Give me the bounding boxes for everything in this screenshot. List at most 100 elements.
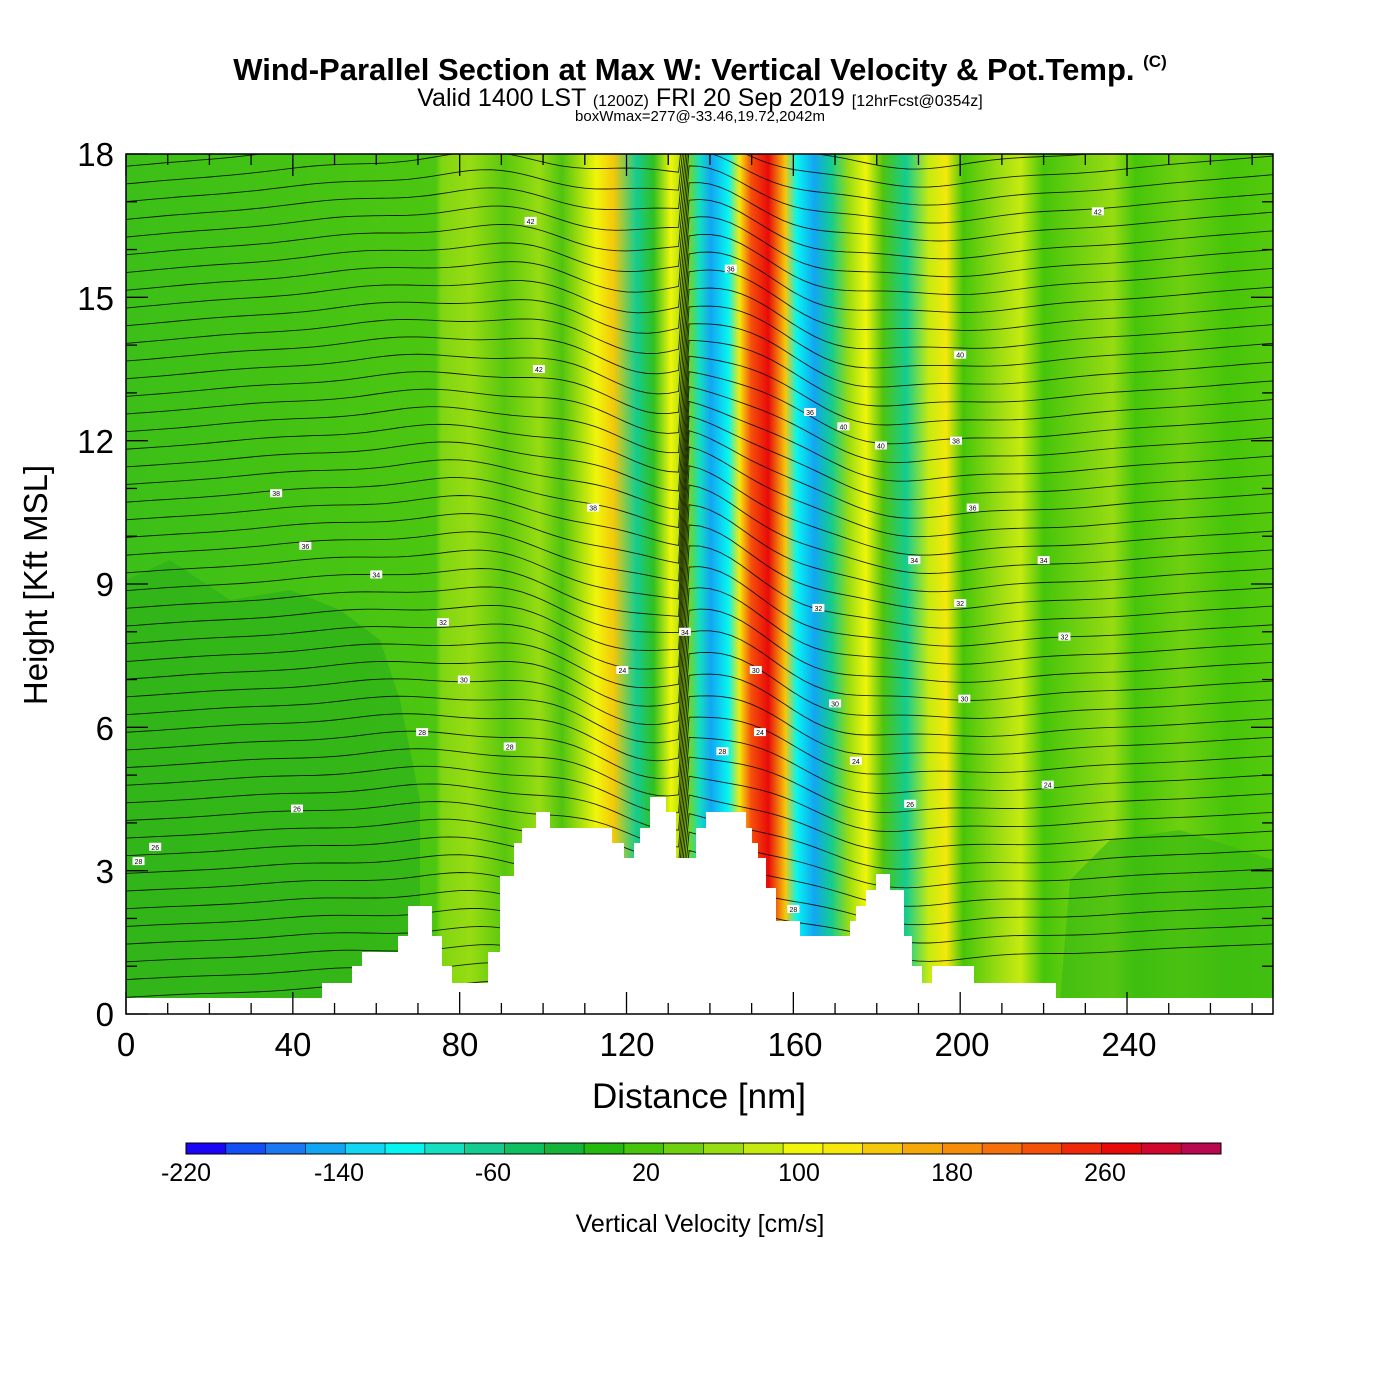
- contour-label: 34: [681, 630, 689, 637]
- colorbar-swatch: [663, 1143, 704, 1154]
- colorbar-tick-labels: -220 -140 -60 20 100 180 260: [161, 1159, 1126, 1187]
- colorbar-swatch: [345, 1143, 386, 1154]
- colorbar-swatch: [1141, 1143, 1182, 1154]
- contour-label-bg: [132, 857, 145, 866]
- contour-label: 24: [756, 730, 764, 737]
- y-tick-label: 12: [77, 423, 114, 460]
- isentrope-contour: [126, 716, 1273, 848]
- contour-label-bg: [812, 603, 825, 612]
- isentrope-contour: [126, 323, 1273, 473]
- isentrope-contour: [126, 182, 1273, 314]
- colorbar-tick-label: 20: [632, 1159, 660, 1187]
- colorbar-swatch: [902, 1143, 943, 1154]
- colorbar-swatch: [1101, 1143, 1142, 1154]
- contour-label-bg: [1041, 780, 1054, 789]
- colorbar-swatch: [424, 1143, 466, 1154]
- contour-label-bg: [436, 618, 449, 627]
- isentrope-contour: [126, 566, 1273, 726]
- contour-label: 24: [618, 668, 626, 675]
- contour-label: 40: [877, 443, 885, 450]
- isentrope-contour: [126, 25, 1273, 131]
- contour-label: 30: [752, 668, 760, 675]
- isentrope-contour: [126, 216, 1273, 355]
- axis-ticks: [125, 153, 1273, 1015]
- x-tick-label: 160: [767, 1026, 822, 1063]
- colorbar-swatch: [464, 1143, 505, 1154]
- copyright-mark: (C): [1143, 52, 1167, 71]
- subtitle-utc-time: (1200Z): [592, 93, 649, 110]
- low-level-field: [126, 560, 420, 1014]
- contour-label: 26: [293, 807, 301, 814]
- contour-label: 34: [372, 572, 380, 579]
- y-tick-label: 18: [77, 136, 114, 173]
- contour-label-bg: [532, 365, 545, 373]
- colorbar-tick-label: 260: [1084, 1159, 1126, 1187]
- isentrope-contour: [126, 339, 1273, 492]
- isentrope-contour: [126, 736, 1273, 864]
- isentrope-contour: [126, 305, 1273, 454]
- x-axis-label: Distance [nm]: [592, 1077, 806, 1116]
- isentrope-contour: [126, 415, 1273, 582]
- isentrope-contour: [126, 233, 1273, 375]
- y-tick-label: 0: [96, 996, 114, 1033]
- contour-label: 28: [506, 744, 514, 751]
- contour-label-bg: [837, 422, 850, 431]
- contour-label: 42: [527, 219, 535, 226]
- contour-label: 42: [535, 367, 543, 374]
- contour-label-bg: [524, 216, 537, 225]
- isentrope-contour: [126, 154, 685, 220]
- contour-label: 28: [719, 749, 727, 756]
- contour-label-bg: [1091, 207, 1104, 216]
- colorbar-swatch: [305, 1143, 346, 1154]
- colorbar-swatch: [544, 1143, 585, 1154]
- contour-label-bg: [950, 436, 963, 445]
- colorbar-swatch: [822, 1143, 864, 1154]
- isentrope-contour: [126, 608, 1273, 762]
- y-tick-label: 6: [96, 710, 114, 747]
- contour-label: 30: [460, 678, 468, 685]
- isentrope-contour: [126, 446, 1273, 617]
- contour-label-bg: [908, 556, 921, 565]
- colorbar-swatch: [623, 1143, 665, 1154]
- contour-label-bg: [829, 699, 842, 708]
- colorbar-swatch: [265, 1143, 306, 1154]
- isentrope-contour: [126, 154, 1273, 273]
- contour-label: 26: [151, 845, 159, 852]
- isentrope-contour: [126, 756, 1273, 880]
- contour-label: 34: [910, 558, 918, 565]
- isentrope-contour: [126, 287, 1273, 434]
- x-tick-label: 80: [442, 1026, 479, 1063]
- isentrope-contour: [126, 154, 681, 185]
- x-tick-label: 120: [599, 1026, 654, 1063]
- contour-label-bg: [787, 904, 800, 913]
- contour-label: 30: [831, 701, 839, 708]
- contour-label: 28: [135, 859, 143, 866]
- contour-label: 26: [906, 802, 914, 809]
- contour-label-bg: [753, 728, 766, 737]
- isentrope-contour: [126, 524, 1273, 689]
- chart-title: Wind-Parallel Section at Max W: Vertical…: [0, 52, 1400, 88]
- chart-subtitle: Valid 1400 LST (1200Z) FRI 20 Sep 2019 […: [0, 84, 1400, 113]
- isentrope-contour: [126, 504, 1273, 670]
- isentrope-contour: [126, 484, 1273, 651]
- contour-label-bg: [954, 599, 967, 608]
- contour-label-bg: [958, 694, 971, 703]
- colorbar-swatch: [1021, 1143, 1063, 1154]
- contour-label-bg: [616, 666, 629, 674]
- isentrope-contour: [126, 695, 1273, 831]
- contour-label-bg: [587, 503, 600, 512]
- contour-label: 40: [956, 353, 964, 360]
- contour-label-bg: [724, 264, 737, 273]
- contour-label-bg: [270, 489, 283, 498]
- contour-label-bg: [874, 441, 887, 450]
- contour-label-bg: [849, 756, 862, 765]
- chart-stats: boxWmax=277@-33.46,19.72,2042m: [575, 108, 825, 125]
- contour-label: 40: [839, 424, 847, 431]
- isentrope-contour: [126, 465, 1273, 634]
- contour-label: 36: [727, 267, 735, 274]
- isentrope-contour: [126, 198, 1273, 334]
- contour-label-bg: [716, 747, 729, 756]
- colorbar-swatch: [186, 1143, 227, 1154]
- subtitle-date: FRI 20 Sep 2019: [655, 84, 845, 112]
- colorbar-tick-label: -220: [161, 1159, 211, 1187]
